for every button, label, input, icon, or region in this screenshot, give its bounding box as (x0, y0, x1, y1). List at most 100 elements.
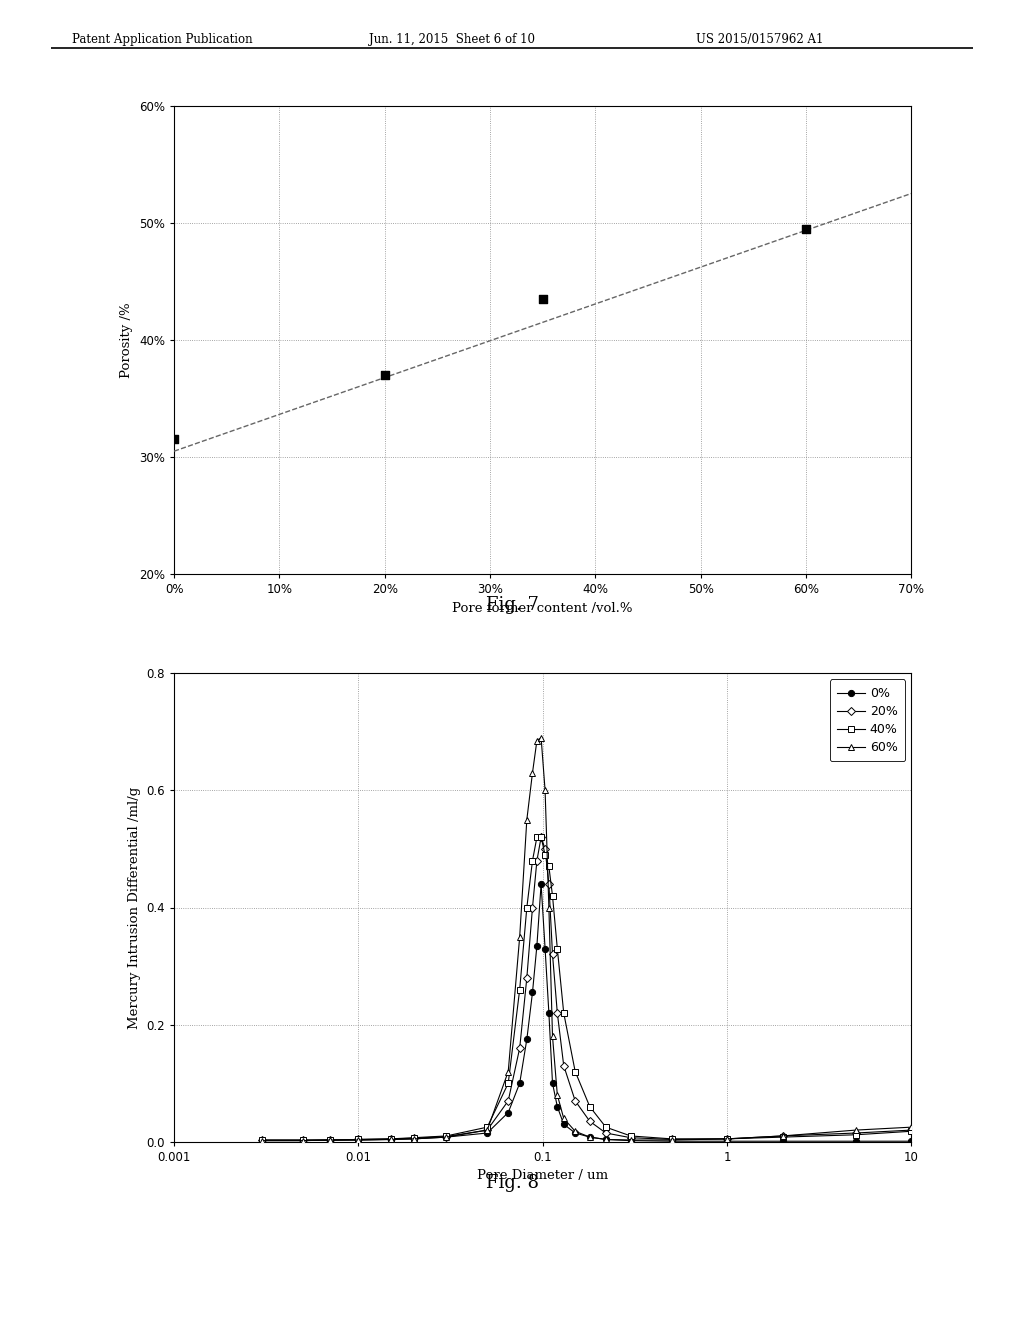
20% (558, 1057, 570, 1073)
60% (440, 1129, 453, 1144)
0% (385, 1131, 397, 1147)
20% (584, 1113, 596, 1129)
20% (440, 1129, 453, 1144)
0% (666, 1134, 678, 1150)
0% (297, 1133, 309, 1148)
40% (551, 941, 563, 957)
20% (551, 1005, 563, 1020)
0% (600, 1131, 612, 1147)
20% (776, 1129, 788, 1144)
0% (502, 1105, 514, 1121)
Point (535, 288, 551, 309)
0% (721, 1134, 733, 1150)
40% (905, 1123, 918, 1139)
Y-axis label: Mercury Intrusion Differential /ml/g: Mercury Intrusion Differential /ml/g (128, 787, 141, 1028)
0% (584, 1129, 596, 1144)
0% (543, 1005, 555, 1020)
0% (539, 941, 551, 957)
0% (520, 1031, 532, 1047)
Text: Fig. 7: Fig. 7 (485, 595, 539, 614)
X-axis label: Pore former content /vol.%: Pore former content /vol.% (453, 602, 633, 615)
60% (256, 1133, 268, 1148)
20% (600, 1125, 612, 1140)
60% (551, 1088, 563, 1104)
40% (569, 1064, 582, 1080)
Point (377, 364, 393, 385)
20% (481, 1122, 494, 1138)
0% (440, 1129, 453, 1144)
20% (721, 1131, 733, 1147)
20% (526, 900, 539, 916)
40% (600, 1119, 612, 1135)
60% (547, 1028, 559, 1044)
Point (798, 218, 814, 239)
Text: Patent Application Publication: Patent Application Publication (72, 33, 252, 46)
0% (850, 1134, 862, 1150)
20% (352, 1131, 365, 1147)
60% (850, 1122, 862, 1138)
20% (297, 1133, 309, 1148)
40% (481, 1119, 494, 1135)
60% (481, 1122, 494, 1138)
60% (530, 733, 543, 748)
40% (440, 1129, 453, 1144)
20% (850, 1125, 862, 1140)
20% (539, 841, 551, 857)
Legend: 0%, 20%, 40%, 60%: 0%, 20%, 40%, 60% (829, 680, 905, 762)
0% (408, 1131, 420, 1147)
60% (385, 1131, 397, 1147)
60% (408, 1131, 420, 1147)
Line: 40%: 40% (259, 834, 914, 1143)
20% (905, 1122, 918, 1138)
Point (166, 429, 182, 450)
40% (520, 900, 532, 916)
20% (543, 876, 555, 892)
60% (324, 1133, 336, 1148)
60% (502, 1064, 514, 1080)
40% (256, 1133, 268, 1148)
60% (352, 1133, 365, 1148)
0% (481, 1125, 494, 1140)
60% (543, 900, 555, 916)
20% (535, 829, 547, 845)
0% (514, 1076, 526, 1092)
60% (539, 783, 551, 799)
0% (535, 876, 547, 892)
40% (543, 858, 555, 874)
Y-axis label: Porosity /%: Porosity /% (121, 302, 133, 378)
Text: Fig. 8: Fig. 8 (485, 1173, 539, 1192)
60% (776, 1129, 788, 1144)
0% (625, 1133, 637, 1148)
20% (530, 853, 543, 869)
40% (530, 829, 543, 845)
60% (600, 1131, 612, 1147)
20% (666, 1131, 678, 1147)
20% (408, 1130, 420, 1146)
0% (551, 1098, 563, 1114)
20% (514, 1040, 526, 1056)
X-axis label: Pore Diameter / um: Pore Diameter / um (477, 1170, 608, 1183)
40% (666, 1131, 678, 1147)
40% (547, 888, 559, 904)
20% (502, 1093, 514, 1109)
20% (625, 1130, 637, 1146)
60% (584, 1129, 596, 1144)
40% (535, 829, 547, 845)
20% (547, 946, 559, 962)
40% (324, 1133, 336, 1148)
20% (520, 970, 532, 986)
0% (569, 1125, 582, 1140)
40% (776, 1129, 788, 1144)
40% (850, 1127, 862, 1143)
60% (905, 1119, 918, 1135)
40% (502, 1076, 514, 1092)
40% (385, 1131, 397, 1147)
40% (625, 1129, 637, 1144)
20% (256, 1133, 268, 1148)
0% (547, 1076, 559, 1092)
40% (352, 1131, 365, 1147)
20% (324, 1133, 336, 1148)
0% (526, 985, 539, 1001)
60% (721, 1131, 733, 1147)
40% (514, 982, 526, 998)
